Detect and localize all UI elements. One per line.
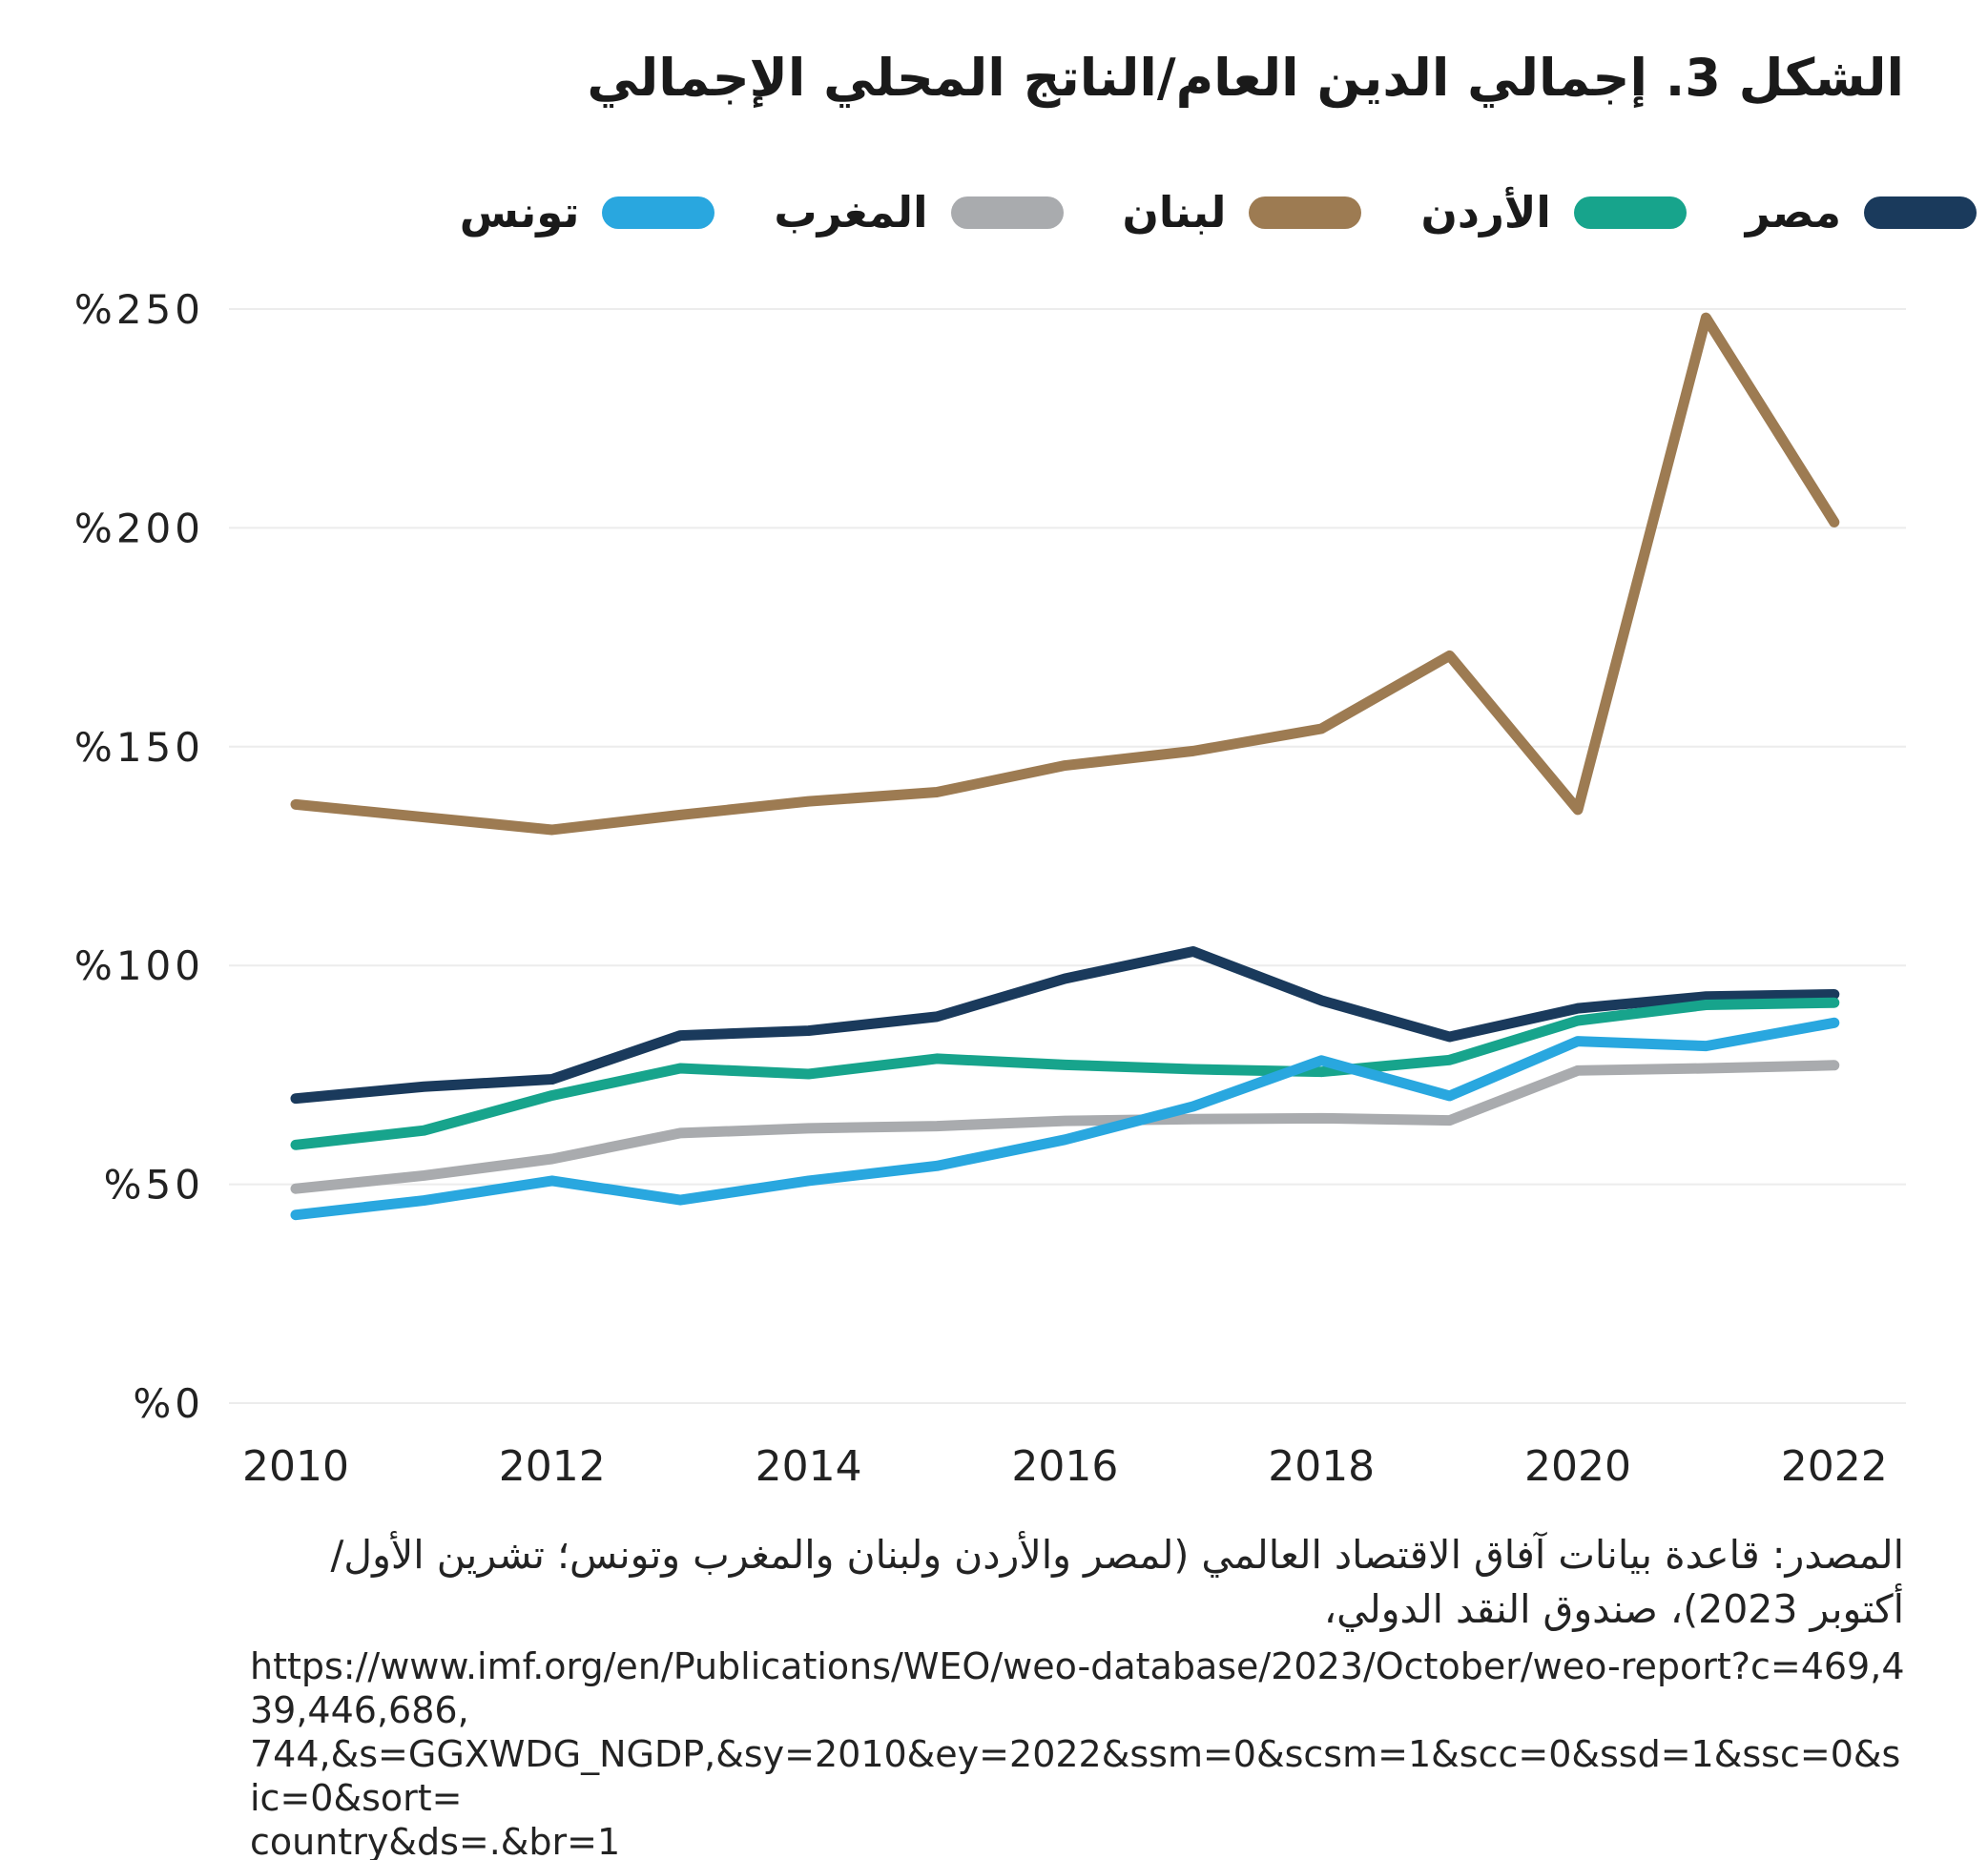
x-tick-label: 2020 bbox=[1524, 1442, 1631, 1491]
series-line-morocco bbox=[290, 1060, 1840, 1194]
x-tick-label: 2016 bbox=[1011, 1442, 1118, 1491]
series-line-tunisia bbox=[290, 1017, 1840, 1221]
legend-item-egypt: مصر bbox=[1746, 187, 1977, 238]
legend-swatch-lebanon bbox=[1249, 196, 1362, 229]
series-line-jordan bbox=[290, 997, 1840, 1150]
y-tick-label: %100 bbox=[74, 942, 204, 989]
legend-item-tunisia: تونس bbox=[460, 187, 715, 238]
legend-label-tunisia: تونس bbox=[459, 187, 580, 238]
series-line-egypt bbox=[290, 946, 1840, 1105]
legend-item-lebanon: لبنان bbox=[1123, 187, 1362, 238]
source-note: المصدر: قاعدة بيانات آفاق الاقتصاد العال… bbox=[330, 1532, 1904, 1632]
chart-title: الشكل 3. إجمالي الدين العام/الناتج المحل… bbox=[587, 48, 1904, 108]
line-chart: %0 %50 %100 %150 %200 %250 2010 2012 2014 2016 201… bbox=[74, 286, 1906, 1491]
x-tick-label: 2018 bbox=[1268, 1442, 1375, 1491]
y-tick-label: %50 bbox=[104, 1162, 204, 1209]
x-tick-label: 2010 bbox=[242, 1442, 349, 1491]
chart-legend: مصر الأردن لبنان المغرب تونس bbox=[460, 187, 1977, 238]
legend-item-morocco: المغرب bbox=[774, 187, 1064, 238]
legend-label-lebanon: لبنان bbox=[1122, 187, 1227, 238]
x-tick-label: 2012 bbox=[499, 1442, 606, 1491]
y-tick-label: %200 bbox=[74, 505, 204, 551]
legend-swatch-tunisia bbox=[602, 196, 715, 229]
series-line-lebanon bbox=[290, 312, 1840, 836]
y-tick-label: %250 bbox=[74, 286, 204, 333]
legend-swatch-jordan bbox=[1573, 196, 1687, 229]
legend-label-egypt: مصر bbox=[1745, 187, 1841, 238]
legend-label-jordan: الأردن bbox=[1420, 187, 1551, 238]
x-tick-label: 2014 bbox=[756, 1442, 862, 1491]
legend-item-jordan: الأردن bbox=[1420, 187, 1687, 238]
legend-swatch-morocco bbox=[950, 196, 1064, 229]
legend-swatch-egypt bbox=[1864, 196, 1977, 229]
y-tick-label: %0 bbox=[133, 1380, 204, 1427]
source-url: https://www.imf.org/en/Publications/WEO/… bbox=[250, 1645, 1905, 1860]
y-tick-label: %150 bbox=[74, 724, 204, 771]
legend-label-morocco: المغرب bbox=[774, 187, 928, 238]
x-tick-label: 2022 bbox=[1781, 1442, 1888, 1491]
